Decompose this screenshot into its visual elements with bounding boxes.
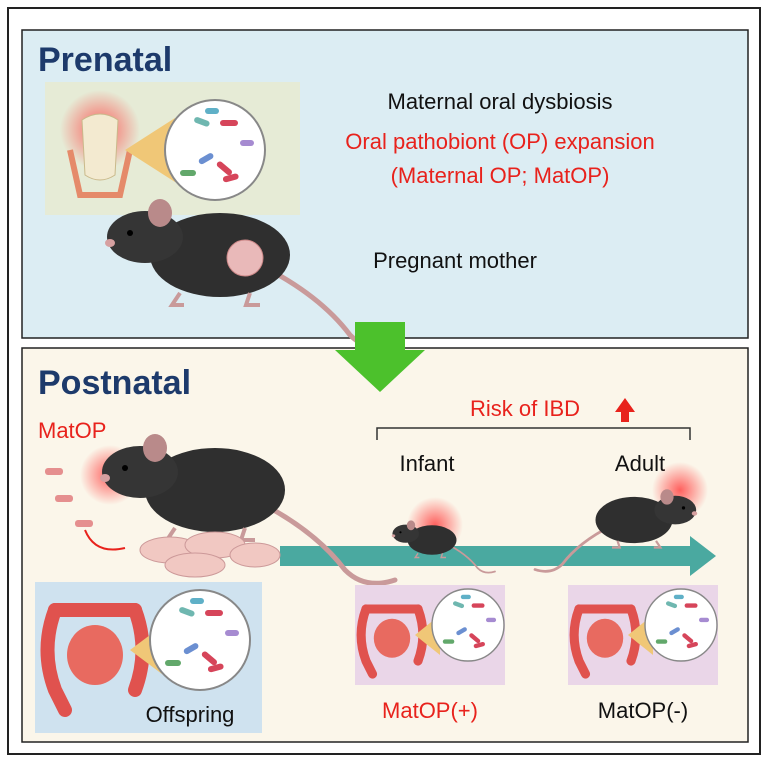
gum xyxy=(67,149,133,198)
bacteria-circle xyxy=(431,588,505,662)
bacteria-circle xyxy=(644,588,718,662)
status-label: MatOP(+) xyxy=(382,698,478,723)
uterus xyxy=(226,239,264,277)
section-title: Prenatal xyxy=(38,41,172,79)
section-title: Postnatal xyxy=(38,364,191,402)
bracket xyxy=(376,427,691,440)
matop-label: MatOP xyxy=(38,418,106,443)
pups xyxy=(139,531,281,578)
transition-arrow xyxy=(335,322,425,392)
zoom-cone xyxy=(125,118,175,182)
offspring-label: Offspring xyxy=(146,702,235,727)
status-label: MatOP(-) xyxy=(598,698,688,723)
text-line: (Maternal OP; MatOP) xyxy=(391,163,610,188)
tooth xyxy=(81,113,119,181)
risk-label: Risk of IBD xyxy=(470,396,580,421)
mother-label: Pregnant mother xyxy=(373,248,537,273)
transfer-arrow xyxy=(84,529,126,551)
text-line: Oral pathobiont (OP) expansion xyxy=(345,129,654,154)
text-line: Maternal oral dysbiosis xyxy=(388,89,613,114)
bacteria-circle xyxy=(149,589,251,691)
stage-label: Infant xyxy=(399,451,454,476)
bacteria-circle xyxy=(164,99,266,201)
bacteria-trail xyxy=(45,468,93,527)
timeline-arrow-head xyxy=(690,536,716,576)
timeline-arrow-shaft xyxy=(280,546,690,566)
stage-label: Adult xyxy=(615,451,665,476)
up-arrow xyxy=(615,398,635,422)
